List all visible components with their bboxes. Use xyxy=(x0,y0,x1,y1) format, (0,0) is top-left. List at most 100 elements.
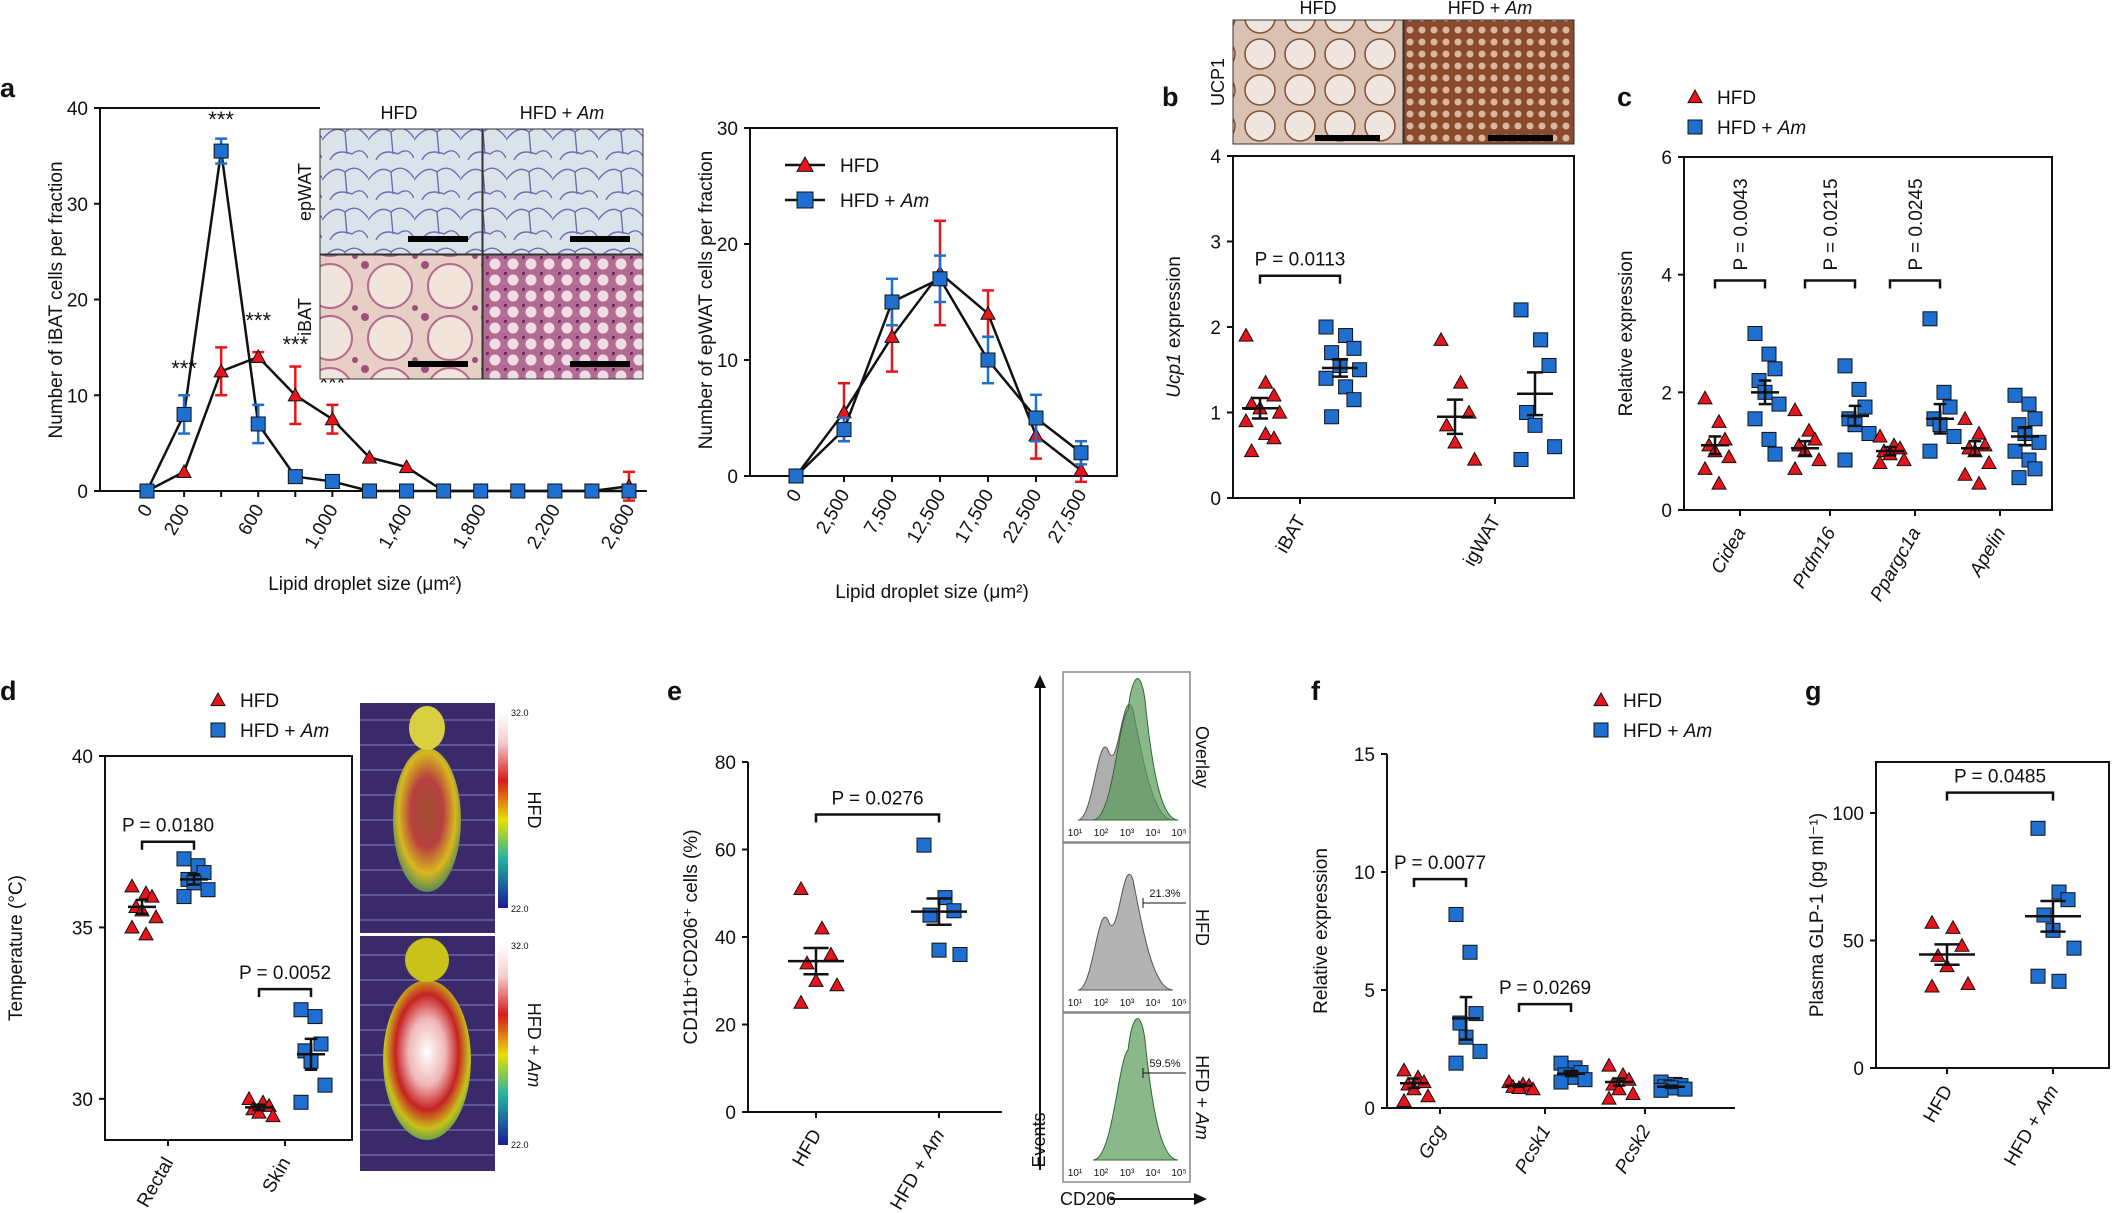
flow-row-label: Overlay xyxy=(1192,726,1212,788)
data-point-am xyxy=(584,483,600,499)
data-point-hfd xyxy=(1257,374,1274,389)
data-point-am xyxy=(176,406,192,422)
data-point-am xyxy=(1324,409,1340,425)
tick-label-x: Gcg xyxy=(1415,1122,1451,1163)
tick-label-y: 10 xyxy=(1354,863,1375,884)
axis-title-y: Number of iBAT cells per fraction xyxy=(46,161,67,438)
tick-label-x: 2,600 xyxy=(597,501,639,553)
data-point-am xyxy=(1767,361,1783,377)
data-point-hfd xyxy=(1711,475,1727,490)
micrograph-grid-b: HFD HFD + Am UCP1 xyxy=(1208,0,1575,145)
panel-letter-a: a xyxy=(0,73,16,103)
data-point-am xyxy=(931,942,947,958)
micrograph-ibat-am xyxy=(482,254,644,380)
data-point-am xyxy=(547,483,563,499)
panel-letter-c: c xyxy=(1617,82,1632,112)
data-point-hfd xyxy=(1243,442,1260,458)
axis-title-y: Plasma GLP-1 (pg ml⁻¹) xyxy=(1807,813,1828,1017)
comparison-bracket xyxy=(1517,1002,1573,1013)
data-point-am xyxy=(361,483,377,499)
data-point-hfd xyxy=(1271,404,1288,419)
data-point-am xyxy=(1761,346,1777,362)
data-point-am xyxy=(1547,439,1563,455)
tick-label-y: 100 xyxy=(1832,804,1864,825)
tick-label-x: 0 xyxy=(134,501,157,521)
tick-label-x: HFD xyxy=(789,1126,827,1170)
mouse-thermal-am xyxy=(383,980,471,1140)
comparison-bracket xyxy=(1258,274,1342,284)
data-point-hfd xyxy=(1266,430,1282,445)
comparison-bracket xyxy=(814,813,941,823)
flow-x-title: CD206 xyxy=(1060,1189,1116,1209)
tick-label-x: 1,000 xyxy=(301,501,343,553)
data-point-am xyxy=(836,422,852,438)
tick-label-y: 15 xyxy=(1354,745,1375,766)
data-point-am xyxy=(2027,411,2043,427)
data-point-hfd xyxy=(1611,1081,1627,1096)
data-point-am xyxy=(1533,332,1549,348)
data-point-am xyxy=(307,1009,323,1025)
tick-label-x: HFD + Am xyxy=(2001,1082,2064,1170)
data-point-am xyxy=(1527,417,1543,433)
data-point-am xyxy=(952,947,968,962)
legend-label-hfd: HFD xyxy=(240,691,279,712)
data-point-hfd xyxy=(1787,401,1803,417)
histogram-cd206 xyxy=(1092,1018,1179,1161)
tick-label-x: 1,800 xyxy=(449,501,491,553)
tick-label-y: 0 xyxy=(77,482,88,503)
data-point-hfd xyxy=(1396,1092,1412,1108)
data-point-hfd xyxy=(1896,451,1912,467)
data-point-hfd xyxy=(793,880,809,895)
data-point-am xyxy=(510,483,526,499)
series-line xyxy=(795,271,1082,477)
data-point-hfd xyxy=(124,878,140,893)
data-point-hfd xyxy=(1447,434,1463,449)
data-point-hfd xyxy=(124,919,140,934)
tick-label-x: Ppargc1a xyxy=(1866,524,1925,605)
data-point-hfd xyxy=(1625,1085,1641,1100)
legend-label-am: HFD + Am xyxy=(840,191,929,212)
data-point-hfd xyxy=(980,305,996,320)
tick-label-x: 17,500 xyxy=(951,486,998,547)
flow-tick-label: 10³ xyxy=(1120,1168,1135,1179)
data-point-hfd xyxy=(1872,454,1888,470)
tick-label-y: 80 xyxy=(715,753,736,774)
legend-label-am: HFD + Am xyxy=(1717,118,1806,139)
micrograph-col-label: HFD + Am xyxy=(520,103,605,123)
micrograph-ucp1-am xyxy=(1403,19,1575,145)
scale-bar xyxy=(408,361,468,367)
data-point-am xyxy=(313,1036,329,1052)
thermal-colorbar xyxy=(498,712,508,908)
micrograph-ibat-hfd xyxy=(319,254,483,380)
tick-label-y: 2 xyxy=(1210,318,1221,339)
scale-bar xyxy=(570,361,630,367)
tick-label-y: 0 xyxy=(1364,1099,1375,1120)
significance-stars: *** xyxy=(208,107,234,132)
legend-marker-am xyxy=(1687,119,1703,135)
data-point-am xyxy=(980,352,996,368)
data-point-am xyxy=(1346,392,1362,408)
flow-tick-label: 10¹ xyxy=(1068,828,1083,839)
data-point-am xyxy=(287,469,303,485)
tick-label-x: 600 xyxy=(235,501,269,539)
data-point-hfd xyxy=(1945,919,1961,934)
comparison-bracket xyxy=(1945,791,2055,801)
legend-marker-am xyxy=(796,191,814,209)
tick-label-y: 20 xyxy=(717,235,738,256)
p-value: P = 0.0180 xyxy=(122,816,214,837)
data-point-am xyxy=(213,143,229,159)
p-value: P = 0.0052 xyxy=(239,963,331,984)
data-point-hfd xyxy=(1801,422,1817,437)
data-point-hfd xyxy=(1717,431,1733,446)
data-point-am xyxy=(1942,399,1958,415)
chart-gut-hormone-genes: 0 5 10 15 Relative expression Gcg Pcsk1 Pcsk2 P … xyxy=(1311,691,1735,1177)
axis-title-x: Lipid droplet size (μm²) xyxy=(835,582,1029,603)
scale-bar xyxy=(1488,135,1553,141)
mouse-head-am xyxy=(405,938,449,982)
comparison-bracket xyxy=(1888,279,1942,289)
data-point-am xyxy=(324,473,340,489)
data-point-am xyxy=(1448,1055,1464,1071)
tick-label-y: 0 xyxy=(1661,501,1672,522)
flow-tick-label: 10⁴ xyxy=(1145,998,1160,1009)
